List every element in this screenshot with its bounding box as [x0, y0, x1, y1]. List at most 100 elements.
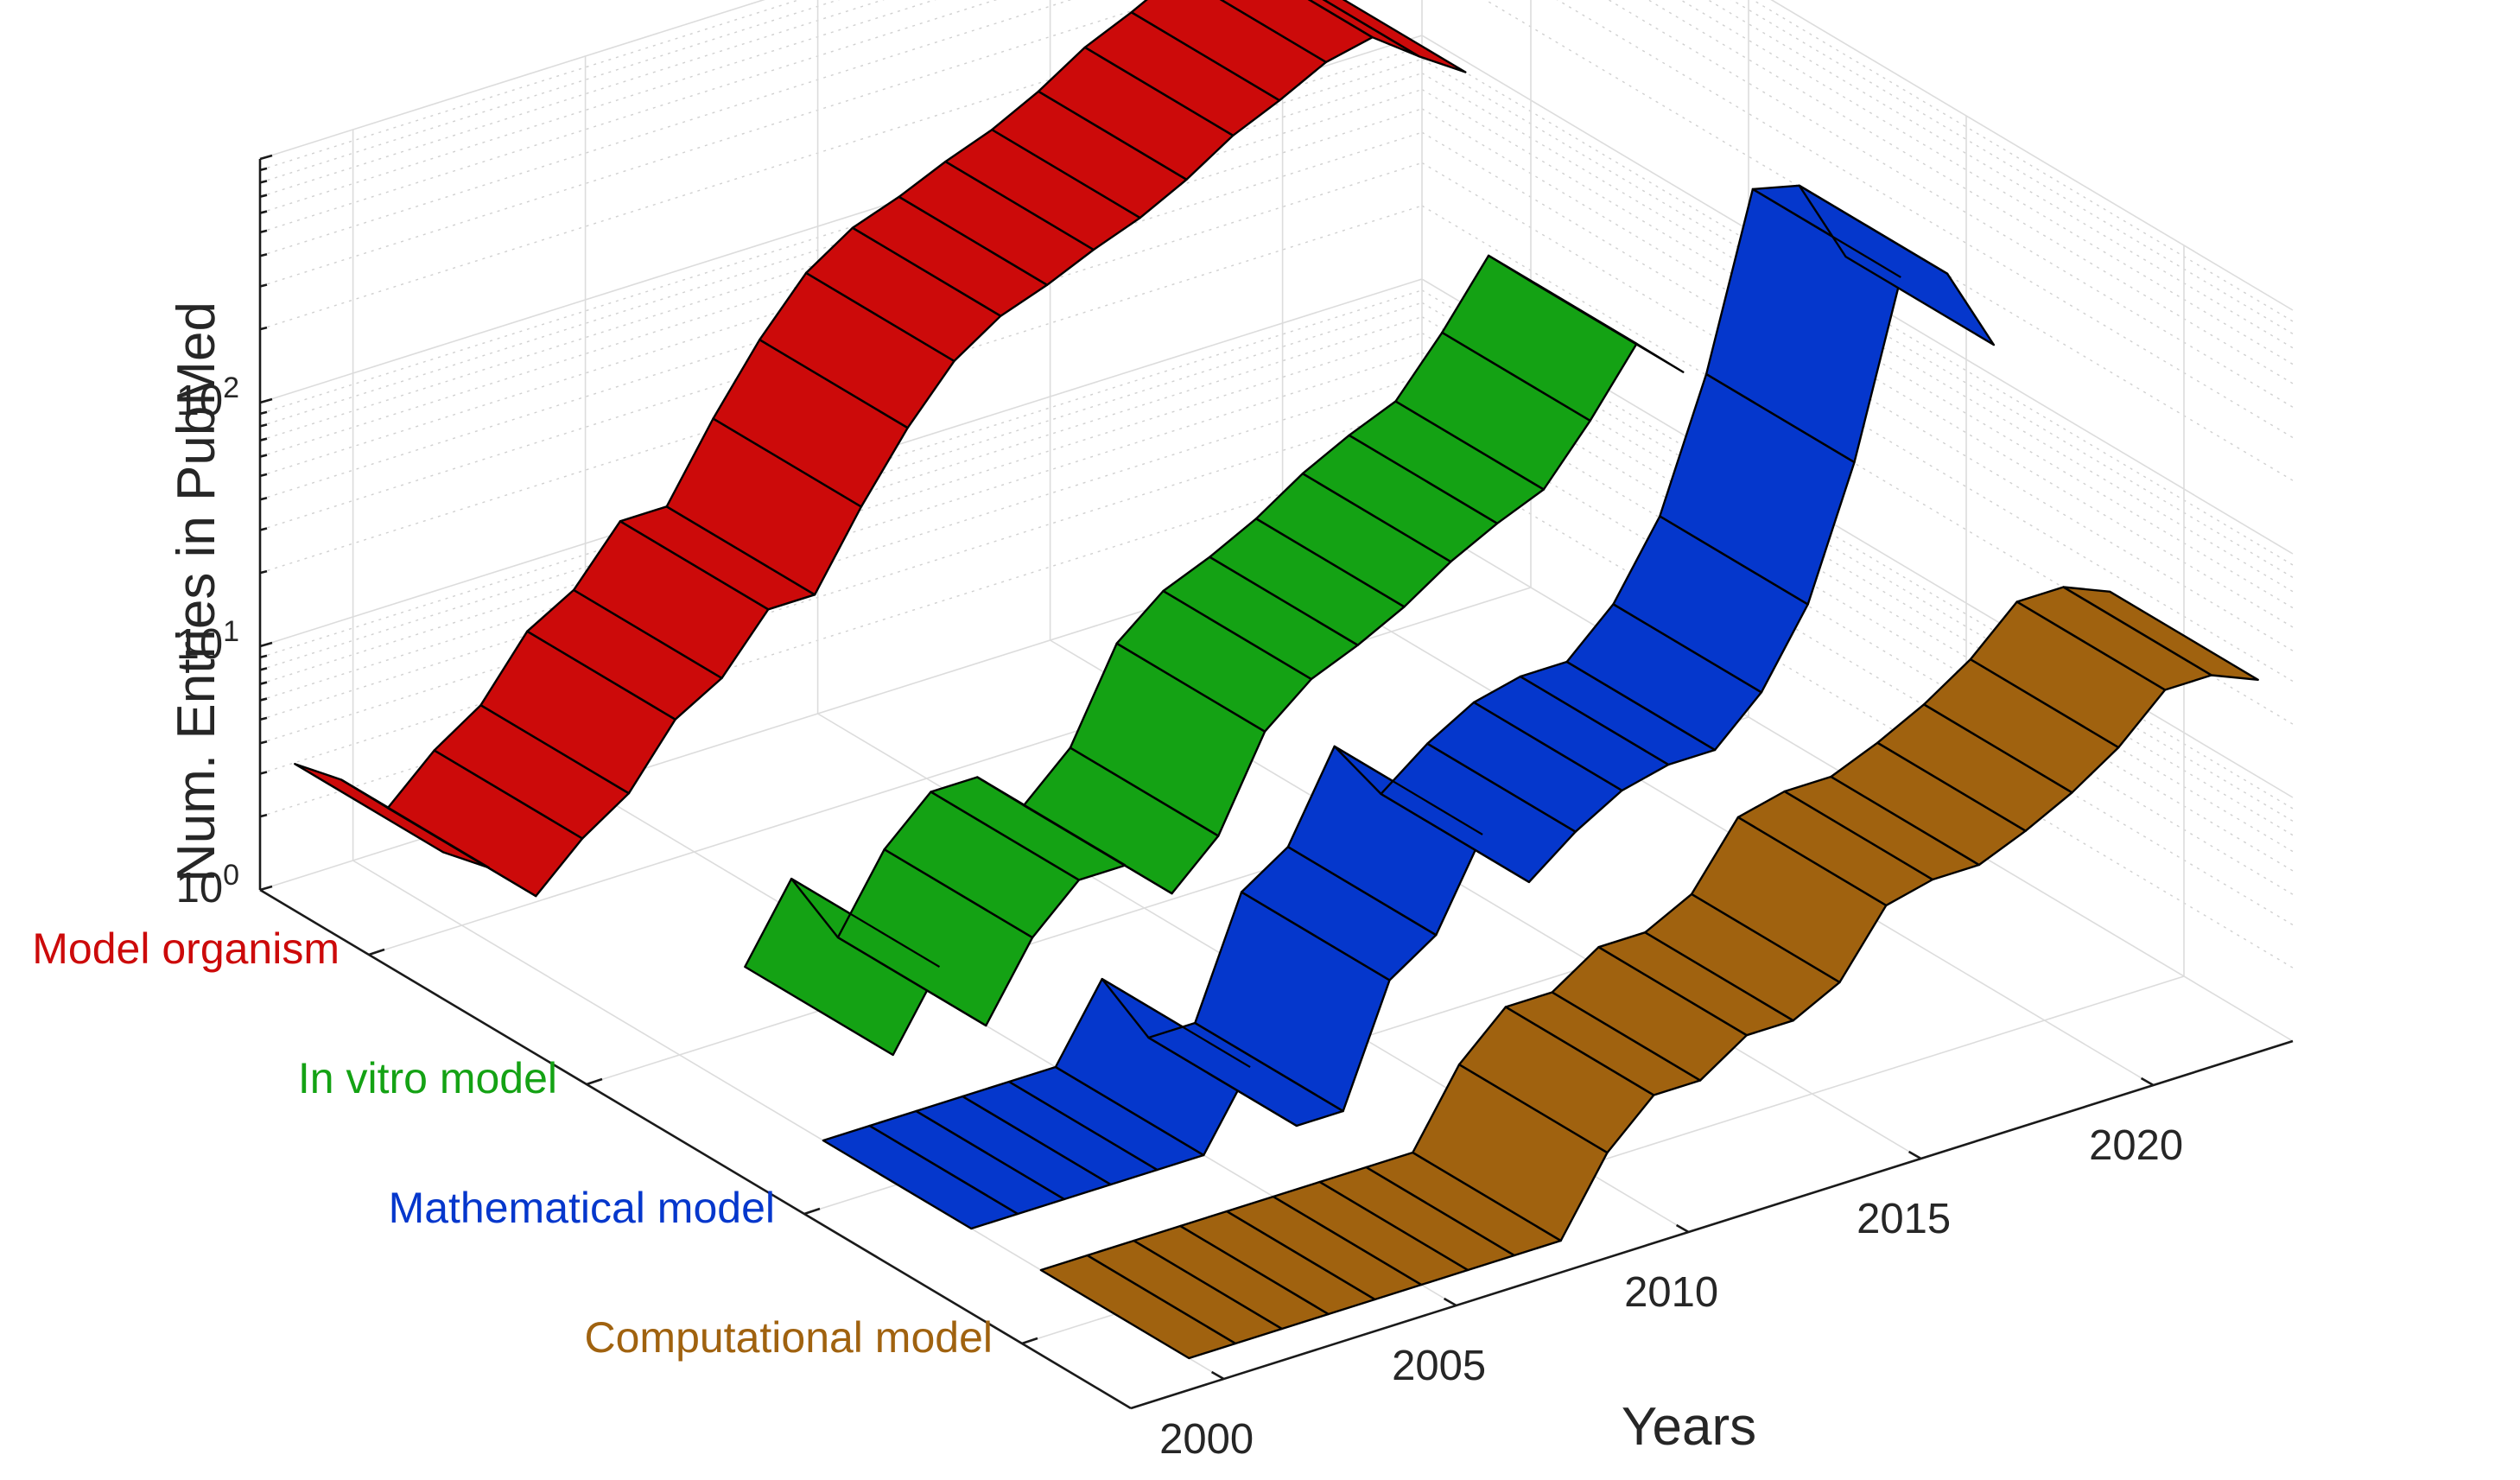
backwall-minor-gridline [259, 289, 1423, 658]
sidewall-minor-gridline [1421, 289, 2294, 810]
backwall-minor-gridline [259, 0, 1169, 288]
ribbon-year-divider [1038, 90, 1188, 181]
ribbon-year-divider [1691, 892, 1841, 983]
sidewall-minor-gridline [1421, 316, 2294, 836]
backwall-minor-gridline [259, 375, 1423, 744]
ribbon-year-divider [790, 878, 941, 969]
z-axis-minor-tick [259, 681, 268, 685]
ribbon-year-divider [1970, 658, 2119, 749]
backwall-minor-gridline [259, 316, 1423, 685]
backwall-minor-gridline [259, 131, 1423, 500]
series-label: Model organism [32, 924, 340, 973]
series-ribbon [294, 0, 1467, 898]
z-tick-exponent: 0 [223, 859, 239, 892]
z-tick-base: 10 [176, 378, 224, 424]
ribbon-year-divider [434, 749, 583, 840]
ribbon-year-divider [1162, 590, 1312, 680]
ribbon-year-divider [1147, 1037, 1298, 1127]
ribbon-year-divider [962, 1096, 1112, 1185]
year-axis-tick [1210, 1370, 1225, 1381]
series-label: Computational model [585, 1313, 993, 1362]
ribbon-year-divider [1365, 1166, 1515, 1256]
ribbon-year-divider [884, 848, 1033, 939]
ribbon-year-divider [944, 161, 1095, 251]
year-axis-line [1130, 1039, 2294, 1410]
series-ribbon [1039, 586, 2259, 1360]
z-tick-exponent: 1 [223, 615, 239, 648]
z-axis-minor-tick [259, 454, 268, 458]
year-axis-tick [1443, 1297, 1457, 1307]
ribbon-year-divider [1876, 741, 2027, 832]
z-axis-minor-tick [259, 180, 268, 184]
z-axis-minor-tick [259, 740, 268, 745]
series-ribbon [744, 254, 1685, 1057]
backwall-minor-gridline [259, 352, 1423, 721]
backwall-major-gridline [259, 0, 765, 160]
ribbon-year-divider [1101, 978, 1251, 1069]
ribbon-year-divider [1322, 0, 1420, 58]
ribbon-year-divider [852, 226, 1001, 317]
backwall-minor-gridline [259, 162, 1423, 531]
z-axis-minor-tick [259, 667, 268, 671]
z-axis-minor-tick [259, 167, 268, 172]
ribbon-year-divider [387, 807, 536, 898]
backwall-minor-gridline [259, 0, 841, 183]
backwall-minor-gridline [259, 0, 1304, 330]
ribbon-year-divider [1087, 1255, 1236, 1344]
ribbon-year-divider [1799, 184, 1948, 275]
backwall-minor-gridline [259, 205, 1423, 574]
ribbon-year-divider [837, 937, 987, 1026]
backwall-minor-gridline [259, 0, 801, 171]
sidewall-minor-gridline [1421, 352, 2294, 872]
ribbon-year-divider [1394, 400, 1545, 491]
sidewall-minor-gridline [1421, 405, 2294, 926]
ribbon-year-divider [1302, 473, 1451, 563]
year-tick-label: 2005 [1392, 1343, 1486, 1389]
ribbon-year-divider [1659, 515, 1809, 606]
backwall-minor-gridline [259, 58, 1423, 427]
sidewall-minor-gridline [1707, 0, 2294, 349]
surface-layer [294, 0, 2259, 1360]
ribbon-year-divider [526, 630, 676, 721]
ribbon-year-divider [1319, 1181, 1469, 1271]
ribbon-year-divider [1116, 642, 1266, 733]
sidewall-minor-gridline [1421, 205, 2294, 725]
z-axis-major-tick [259, 885, 273, 892]
ribbon-year-divider [1070, 746, 1219, 837]
sidewall-minor-gridline [1751, 0, 2294, 322]
z-axis-minor-tick [259, 326, 268, 331]
ribbon-year-divider [869, 1125, 1019, 1215]
ribbon-year-divider [1307, 0, 1374, 39]
ribbon-year-divider [1273, 1196, 1422, 1286]
z-axis-minor-tick [259, 283, 268, 288]
ribbon-year-divider [2062, 586, 2212, 676]
z-axis-major-tick [259, 641, 273, 648]
ribbon-year-divider [1473, 701, 1623, 791]
z-axis-minor-tick [259, 423, 268, 428]
ribbon-year-divider [1023, 804, 1173, 895]
year-axis-tick [1675, 1223, 1690, 1234]
ribbon-year-divider [1644, 931, 1794, 1022]
ribbon-year-divider [1705, 373, 1856, 463]
backwall-minor-gridline [259, 302, 1423, 670]
z-axis-minor-tick [259, 496, 268, 501]
z-axis-minor-tick [259, 813, 268, 818]
z-axis-minor-tick [259, 771, 268, 775]
z-tick-label: 102 [176, 372, 239, 424]
z-axis-minor-tick [259, 252, 268, 257]
ribbon-year-divider [1008, 1081, 1158, 1171]
ribbon-year-divider [1505, 1006, 1654, 1096]
ribbon-year-divider [1752, 187, 1901, 278]
year-tick-label: 2020 [2089, 1122, 2183, 1169]
sidewall-minor-gridline [1421, 448, 2294, 969]
ribbon-year-divider [619, 520, 769, 611]
backwall-minor-gridline [259, 88, 1423, 458]
ribbon-year-divider [1552, 991, 1701, 1082]
sidewall-minor-gridline [1421, 375, 2294, 895]
ribbon-year-divider [666, 505, 816, 596]
ribbon-year-divider [712, 417, 862, 508]
z-axis-minor-tick [259, 229, 268, 234]
year-tick-label: 2000 [1159, 1416, 1254, 1463]
z-axis-major-tick [259, 397, 273, 404]
backwall-minor-gridline [259, 0, 1072, 257]
